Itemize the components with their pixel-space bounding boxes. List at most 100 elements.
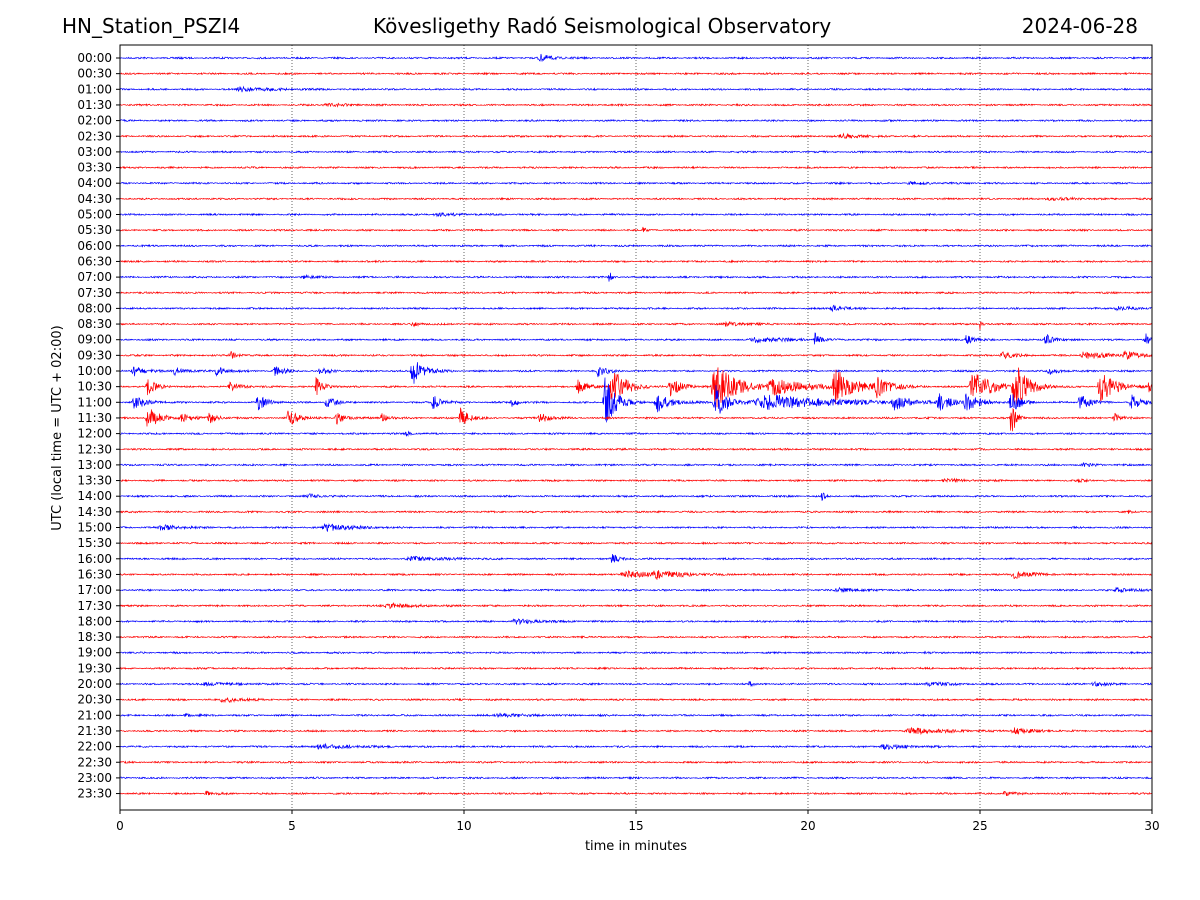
row-label: 04:00 [77,176,112,190]
row-label: 22:30 [77,755,112,769]
row-label: 05:30 [77,223,112,237]
trace-0530 [119,226,1153,233]
row-label: 20:00 [77,677,112,691]
trace-0730 [119,290,1153,295]
trace-1700 [119,586,1153,594]
row-label: 11:30 [77,411,112,425]
row-label: 19:00 [77,646,112,660]
row-label: 03:30 [77,161,112,175]
trace-2330 [119,790,1153,796]
trace-0430 [119,196,1153,202]
row-label: 12:30 [77,442,112,456]
trace-0700 [119,272,1153,282]
trace-2100 [119,712,1153,719]
row-label: 13:00 [77,458,112,472]
x-tick-label: 20 [800,819,815,833]
y-axis-label: UTC (local time = UTC + 02:00) [50,325,65,530]
row-label: 18:30 [77,630,112,644]
trace-2230 [119,760,1153,765]
x-tick-label: 5 [288,819,296,833]
row-label: 23:00 [77,771,112,785]
station-id: HN_Station_PSZI4 [62,14,241,38]
row-label: 09:30 [77,348,112,362]
row-label: 13:30 [77,474,112,488]
trace-0200 [119,118,1153,123]
trace-0330 [119,165,1153,170]
trace-1930 [119,666,1153,671]
trace-2000 [119,680,1153,688]
row-label: 22:00 [77,740,112,754]
row-label: 16:30 [77,567,112,581]
trace-0830 [119,320,1153,330]
trace-0800 [119,304,1153,313]
trace-1300 [119,461,1153,468]
x-axis-label: time in minutes [585,839,687,854]
trace-2300 [119,775,1153,780]
row-label: 01:30 [77,98,112,112]
x-tick-label: 25 [972,819,987,833]
row-label: 07:30 [77,286,112,300]
trace-1830 [119,635,1153,639]
row-label: 00:30 [77,67,112,81]
trace-0130 [119,102,1153,108]
row-label: 14:30 [77,505,112,519]
row-label: 03:00 [77,145,112,159]
row-label: 08:30 [77,317,112,331]
row-label: 10:30 [77,380,112,394]
trace-0930 [119,350,1153,361]
trace-1400 [119,492,1153,501]
trace-2200 [119,742,1153,751]
row-label: 06:30 [77,254,112,268]
trace-0500 [119,211,1153,218]
row-label: 17:00 [77,583,112,597]
x-tick-label: 30 [1144,819,1159,833]
trace-2030 [119,697,1153,704]
row-label: 00:00 [77,51,112,65]
row-label: 12:00 [77,427,112,441]
trace-1200 [119,430,1153,437]
trace-0400 [119,181,1153,186]
row-label: 08:00 [77,301,112,315]
chart-title: Kövesligethy Radó Seismological Observat… [373,14,832,38]
trace-1900 [119,650,1153,655]
row-label: 21:00 [77,708,112,722]
trace-1430 [119,509,1153,515]
trace-0630 [119,259,1153,264]
trace-1030 [119,367,1153,408]
x-tick-label: 15 [628,819,643,833]
row-label: 20:30 [77,693,112,707]
trace-0000 [119,53,1153,62]
row-label: 17:30 [77,599,112,613]
row-label: 04:30 [77,192,112,206]
row-label: 21:30 [77,724,112,738]
trace-0030 [119,71,1153,76]
row-label: 07:00 [77,270,112,284]
trace-0900 [119,332,1153,345]
row-label: 14:00 [77,489,112,503]
trace-1600 [119,554,1153,563]
trace-0230 [119,132,1153,139]
row-label: 11:00 [77,395,112,409]
trace-1230 [119,447,1153,452]
row-label: 18:00 [77,614,112,628]
trace-1530 [119,541,1153,546]
trace-0100 [119,85,1153,93]
x-tick-label: 10 [456,819,471,833]
row-label: 10:00 [77,364,112,378]
row-label: 09:00 [77,333,112,347]
trace-1000 [119,362,1153,384]
trace-1100 [119,377,1153,423]
row-label: 02:30 [77,129,112,143]
row-label: 02:00 [77,114,112,128]
trace-0300 [119,150,1153,154]
trace-1730 [119,601,1153,610]
row-label: 15:30 [77,536,112,550]
trace-1130 [119,407,1153,432]
row-label: 15:00 [77,521,112,535]
chart-date: 2024-06-28 [1021,14,1138,38]
trace-1330 [119,477,1153,484]
row-label: 05:00 [77,208,112,222]
trace-0600 [119,243,1153,248]
row-label: 01:00 [77,82,112,96]
